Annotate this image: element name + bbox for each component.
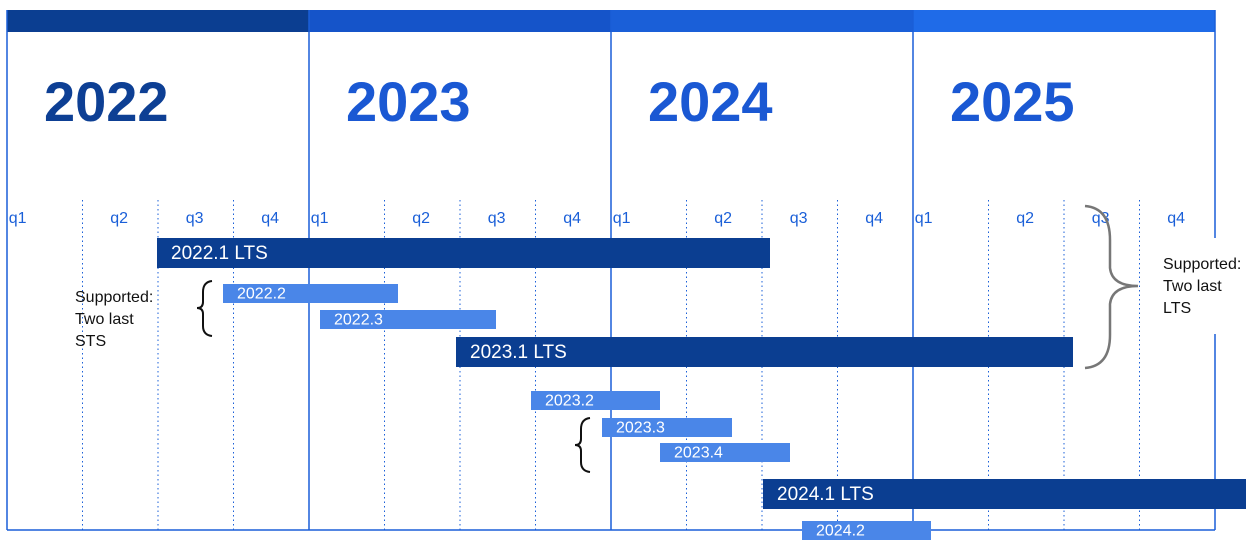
year-label: 2024: [648, 70, 773, 133]
quarter-label: q3: [488, 210, 506, 227]
sts-release-bar: [320, 310, 496, 329]
quarter-label: q4: [865, 210, 883, 227]
release-label: 2023.4: [674, 445, 723, 462]
quarter-label: q2: [1016, 210, 1034, 227]
note-text: Two last: [1163, 278, 1222, 295]
year-label: 2025: [950, 70, 1075, 133]
note-text: STS: [75, 333, 106, 350]
year-header: [7, 10, 309, 32]
brace: [1084, 204, 1139, 370]
release-label: 2023.1 LTS: [470, 342, 567, 363]
quarter-label: q2: [714, 210, 732, 227]
sts-release-bar: [802, 521, 931, 540]
lts-release-bar: [456, 337, 1073, 367]
quarter-label: q1: [311, 210, 329, 227]
year-label: 2022: [44, 70, 169, 133]
quarter-label: q4: [563, 210, 581, 227]
release-label: 2024.2: [816, 523, 865, 540]
sts-release-bar: [660, 443, 790, 462]
quarter-label: q4: [261, 210, 279, 227]
release-label: 2023.2: [545, 393, 594, 410]
year-header: [611, 10, 913, 32]
sts-release-bar: [223, 284, 398, 303]
release-label: 2024.1 LTS: [777, 484, 874, 505]
brace: [574, 417, 591, 473]
quarter-label: q3: [1092, 210, 1110, 227]
quarter-label: q2: [412, 210, 430, 227]
quarter-label: q3: [790, 210, 808, 227]
sts-release-bar: [531, 391, 660, 410]
note-text: Supported:: [1163, 256, 1241, 273]
release-label: 2022.1 LTS: [171, 243, 268, 264]
quarter-label: q1: [915, 210, 933, 227]
release-label: 2022.2: [237, 286, 286, 303]
quarter-label: q2: [110, 210, 128, 227]
brace: [196, 280, 213, 337]
year-header: [309, 10, 611, 32]
release-label: 2022.3: [334, 312, 383, 329]
year-label: 2023: [346, 70, 471, 133]
release-label: 2023.3: [616, 420, 665, 437]
note-text: Two last: [75, 311, 134, 328]
lts-release-bar: [763, 479, 1246, 509]
quarter-label: q4: [1167, 210, 1185, 227]
note-background: [1150, 238, 1246, 334]
sts-release-bar: [602, 418, 732, 437]
note-text: Supported:: [75, 289, 153, 306]
quarter-label: q1: [613, 210, 631, 227]
quarter-label: q1: [9, 210, 27, 227]
year-header: [913, 10, 1215, 32]
lts-release-bar: [157, 238, 770, 268]
note-text: LTS: [1163, 300, 1191, 317]
quarter-label: q3: [186, 210, 204, 227]
